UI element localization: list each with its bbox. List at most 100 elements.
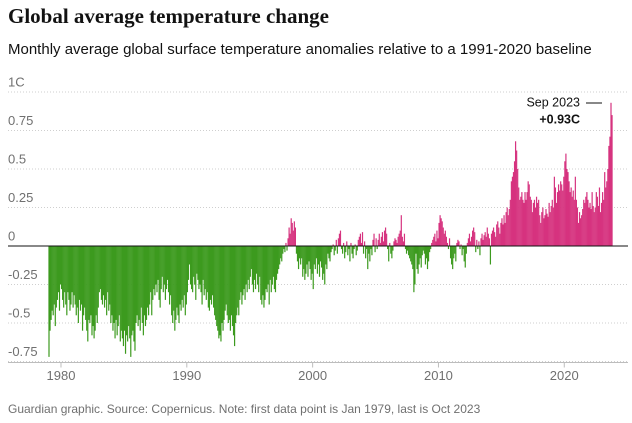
bar (462, 246, 464, 250)
bar (575, 199, 578, 246)
bar (559, 190, 561, 246)
bar (143, 246, 146, 316)
bar (293, 221, 295, 246)
bar (392, 246, 394, 251)
bar (133, 246, 135, 342)
bar (438, 222, 440, 246)
bar (451, 246, 453, 265)
bar (429, 246, 431, 253)
bar (137, 246, 139, 327)
x-tick-label: 2020 (550, 368, 579, 383)
bar (237, 246, 239, 308)
bar (97, 246, 99, 308)
bar (269, 246, 271, 280)
bar (298, 246, 301, 259)
bar (263, 246, 265, 308)
bar (92, 246, 94, 327)
bar (593, 212, 595, 246)
bar (449, 246, 452, 259)
bar (297, 246, 300, 270)
bar (164, 246, 166, 300)
bar (203, 246, 205, 296)
bar (365, 246, 367, 259)
bar (435, 241, 437, 246)
bar (289, 233, 291, 246)
bar (550, 205, 552, 246)
bar (51, 246, 53, 311)
bar (240, 246, 242, 293)
bar (265, 246, 267, 290)
bar (71, 246, 73, 293)
bar (364, 241, 366, 246)
bar (197, 246, 199, 280)
bar (106, 246, 108, 316)
bar (581, 215, 583, 246)
bar (121, 246, 123, 339)
bar (482, 239, 484, 246)
bar (223, 246, 225, 320)
bar (483, 235, 485, 246)
bar (387, 246, 389, 250)
bar (539, 215, 541, 246)
bar (180, 246, 182, 311)
bar (327, 246, 329, 254)
bar (377, 239, 379, 246)
y-tick-label: 0.5 (8, 151, 26, 166)
bar (481, 233, 483, 246)
bar (521, 192, 523, 246)
bar (246, 246, 248, 293)
bar (316, 246, 319, 274)
bar (599, 212, 602, 246)
bar (187, 246, 190, 280)
bar (426, 246, 429, 270)
bar (267, 246, 269, 285)
bar (311, 246, 313, 274)
bar (308, 246, 310, 262)
bar (217, 246, 219, 331)
bar (352, 246, 354, 259)
bar (388, 246, 390, 262)
chart-subtitle: Monthly average global surface temperatu… (8, 41, 592, 58)
bar (290, 218, 292, 246)
bar (256, 246, 258, 274)
bar (378, 233, 380, 246)
bar (582, 209, 584, 246)
bar (136, 246, 138, 316)
bar (84, 246, 86, 308)
bar (551, 199, 553, 246)
bar (93, 246, 95, 339)
bar (555, 202, 558, 246)
bar (574, 176, 576, 246)
bar (532, 202, 535, 246)
bar (229, 246, 231, 331)
bar (58, 246, 61, 311)
bar (401, 236, 403, 246)
bar (233, 246, 236, 347)
bar (605, 187, 607, 246)
bar (90, 246, 92, 316)
bar (596, 196, 598, 246)
bar (433, 236, 435, 246)
bar (264, 246, 266, 300)
bar (354, 244, 356, 246)
bar (230, 246, 233, 316)
bar (547, 216, 549, 246)
bar (247, 246, 249, 280)
bar (355, 246, 357, 256)
bar (107, 246, 109, 293)
bar (59, 246, 62, 285)
bar (57, 246, 60, 293)
bar (544, 215, 546, 246)
bar (598, 187, 601, 246)
bar (295, 246, 298, 254)
bar (486, 227, 488, 246)
bar (286, 246, 288, 251)
bar (94, 246, 96, 331)
bar (473, 227, 475, 246)
bar (88, 246, 90, 320)
bar (208, 246, 211, 311)
bar (406, 246, 409, 251)
bar (606, 181, 608, 246)
bar (112, 246, 114, 331)
